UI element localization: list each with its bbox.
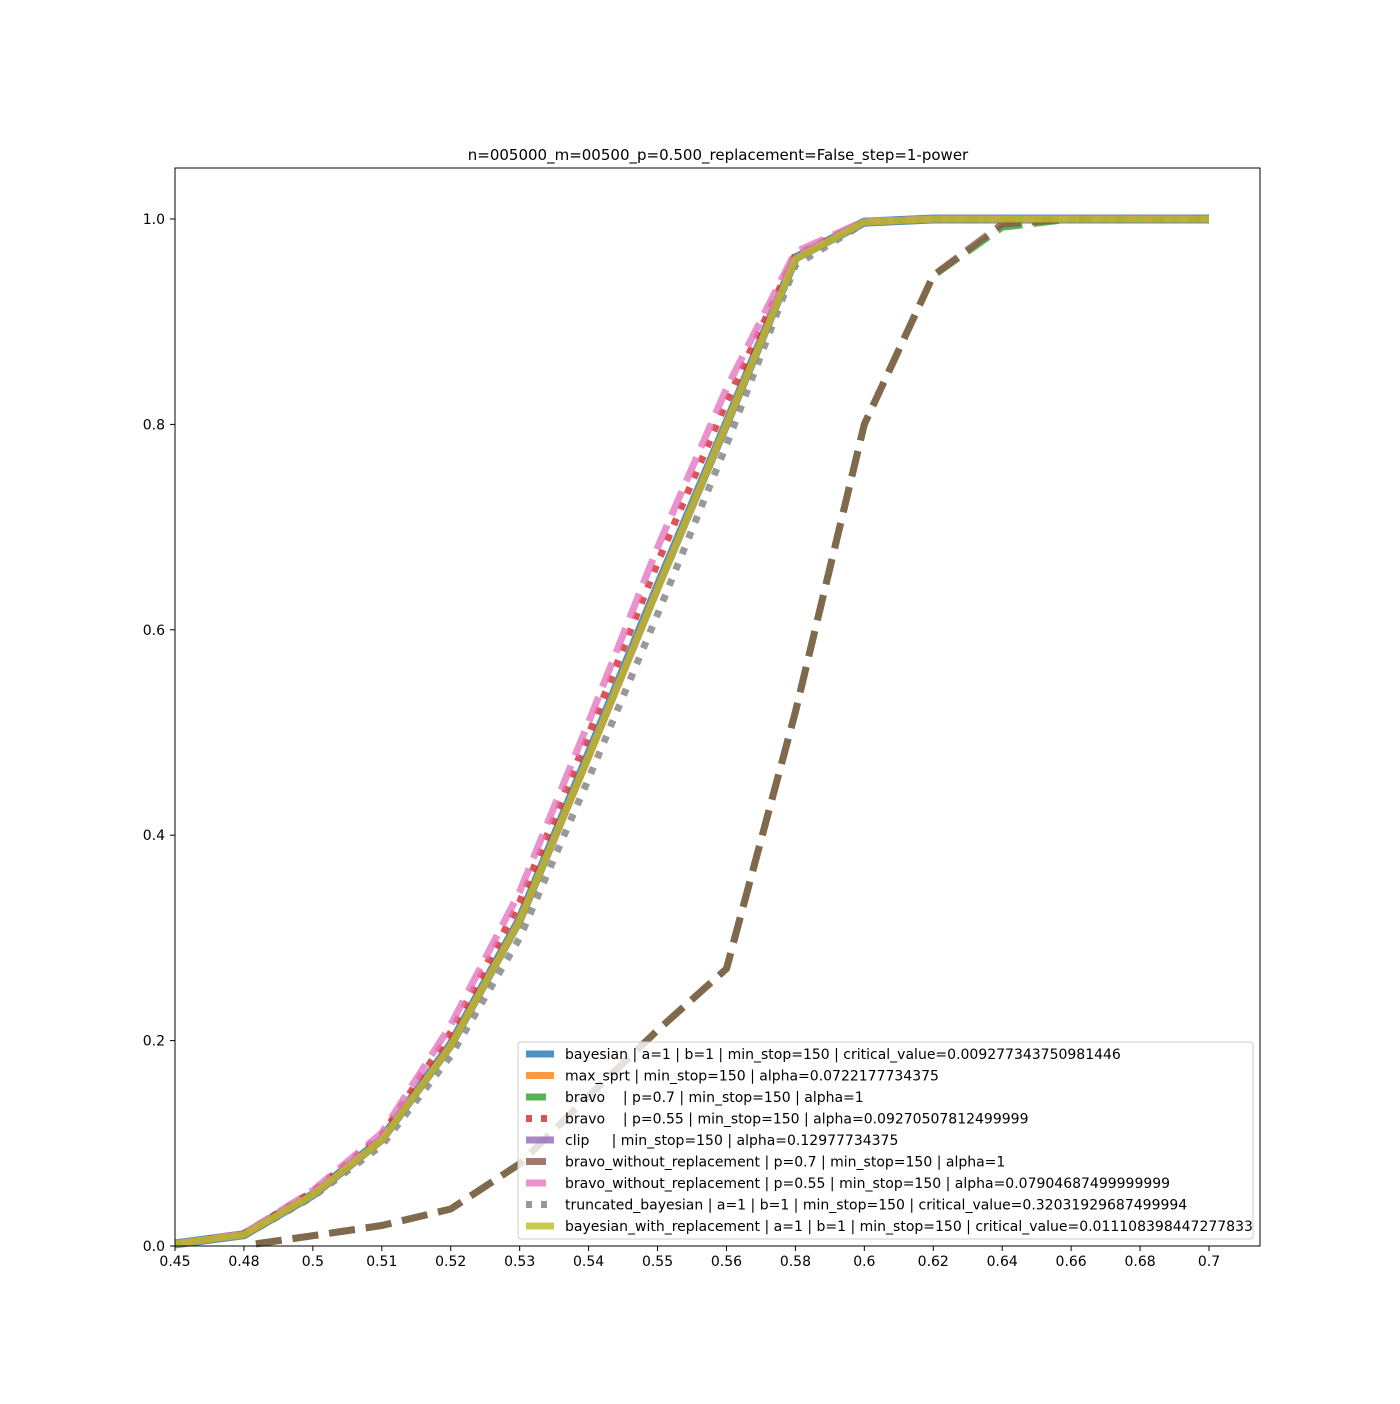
legend-label: bayesian | a=1 | b=1 | min_stop=150 | cr… <box>565 1047 1121 1063</box>
x-axis: 0.45 0.48 0.5 0.51 0.52 0.53 0.54 0.55 0.56 0.58 0… <box>159 1246 1220 1270</box>
x-tick-label: 0.53 <box>504 1254 535 1270</box>
x-tick-label: 0.54 <box>573 1254 604 1270</box>
x-tick-label: 0.45 <box>159 1254 190 1270</box>
y-tick-label: 0.2 <box>143 1034 165 1050</box>
x-tick-label: 0.58 <box>780 1254 811 1270</box>
x-tick-label: 0.64 <box>987 1254 1018 1270</box>
y-axis: 0.0 0.2 0.4 0.6 0.8 1.0 <box>143 212 175 1255</box>
x-tick-label: 0.48 <box>228 1254 259 1270</box>
y-tick-label: 0.0 <box>143 1239 165 1255</box>
legend-label: max_sprt | min_stop=150 | alpha=0.072217… <box>565 1069 939 1085</box>
legend-label: bravo | p=0.7 | min_stop=150 | alpha=1 <box>565 1090 864 1106</box>
legend: bayesian | a=1 | b=1 | min_stop=150 | cr… <box>517 1041 1254 1240</box>
legend-label: bravo | p=0.55 | min_stop=150 | alpha=0.… <box>565 1112 1028 1128</box>
chart-title: n=005000_m=00500_p=0.500_replacement=Fal… <box>468 146 969 165</box>
x-tick-label: 0.66 <box>1056 1254 1087 1270</box>
x-tick-label: 0.68 <box>1124 1254 1155 1270</box>
plot-frame <box>174 167 1261 1247</box>
x-tick-label: 0.51 <box>366 1254 397 1270</box>
series-layer <box>174 214 1209 1249</box>
legend-label: clip | min_stop=150 | alpha=0.1297773437… <box>565 1133 898 1149</box>
legend-label: bravo_without_replacement | p=0.7 | min_… <box>565 1155 1005 1171</box>
legend-label: bravo_without_replacement | p=0.55 | min… <box>565 1176 1170 1192</box>
x-tick-label: 0.6 <box>853 1254 875 1270</box>
series-line <box>174 215 1209 1248</box>
x-tick-label: 0.7 <box>1198 1254 1220 1270</box>
legend-label: bayesian_with_replacement | a=1 | b=1 | … <box>565 1219 1253 1235</box>
x-tick-label: 0.62 <box>918 1254 949 1270</box>
y-tick-label: 0.4 <box>143 828 165 844</box>
y-tick-label: 0.8 <box>143 417 165 433</box>
y-tick-label: 1.0 <box>143 212 165 228</box>
x-tick-label: 0.56 <box>711 1254 742 1270</box>
x-tick-label: 0.5 <box>302 1254 324 1270</box>
x-tick-label: 0.52 <box>435 1254 466 1270</box>
x-tick-label: 0.55 <box>642 1254 673 1270</box>
y-tick-label: 0.6 <box>143 623 165 639</box>
legend-frame <box>517 1041 1254 1240</box>
legend-label: truncated_bayesian | a=1 | b=1 | min_sto… <box>565 1198 1187 1214</box>
